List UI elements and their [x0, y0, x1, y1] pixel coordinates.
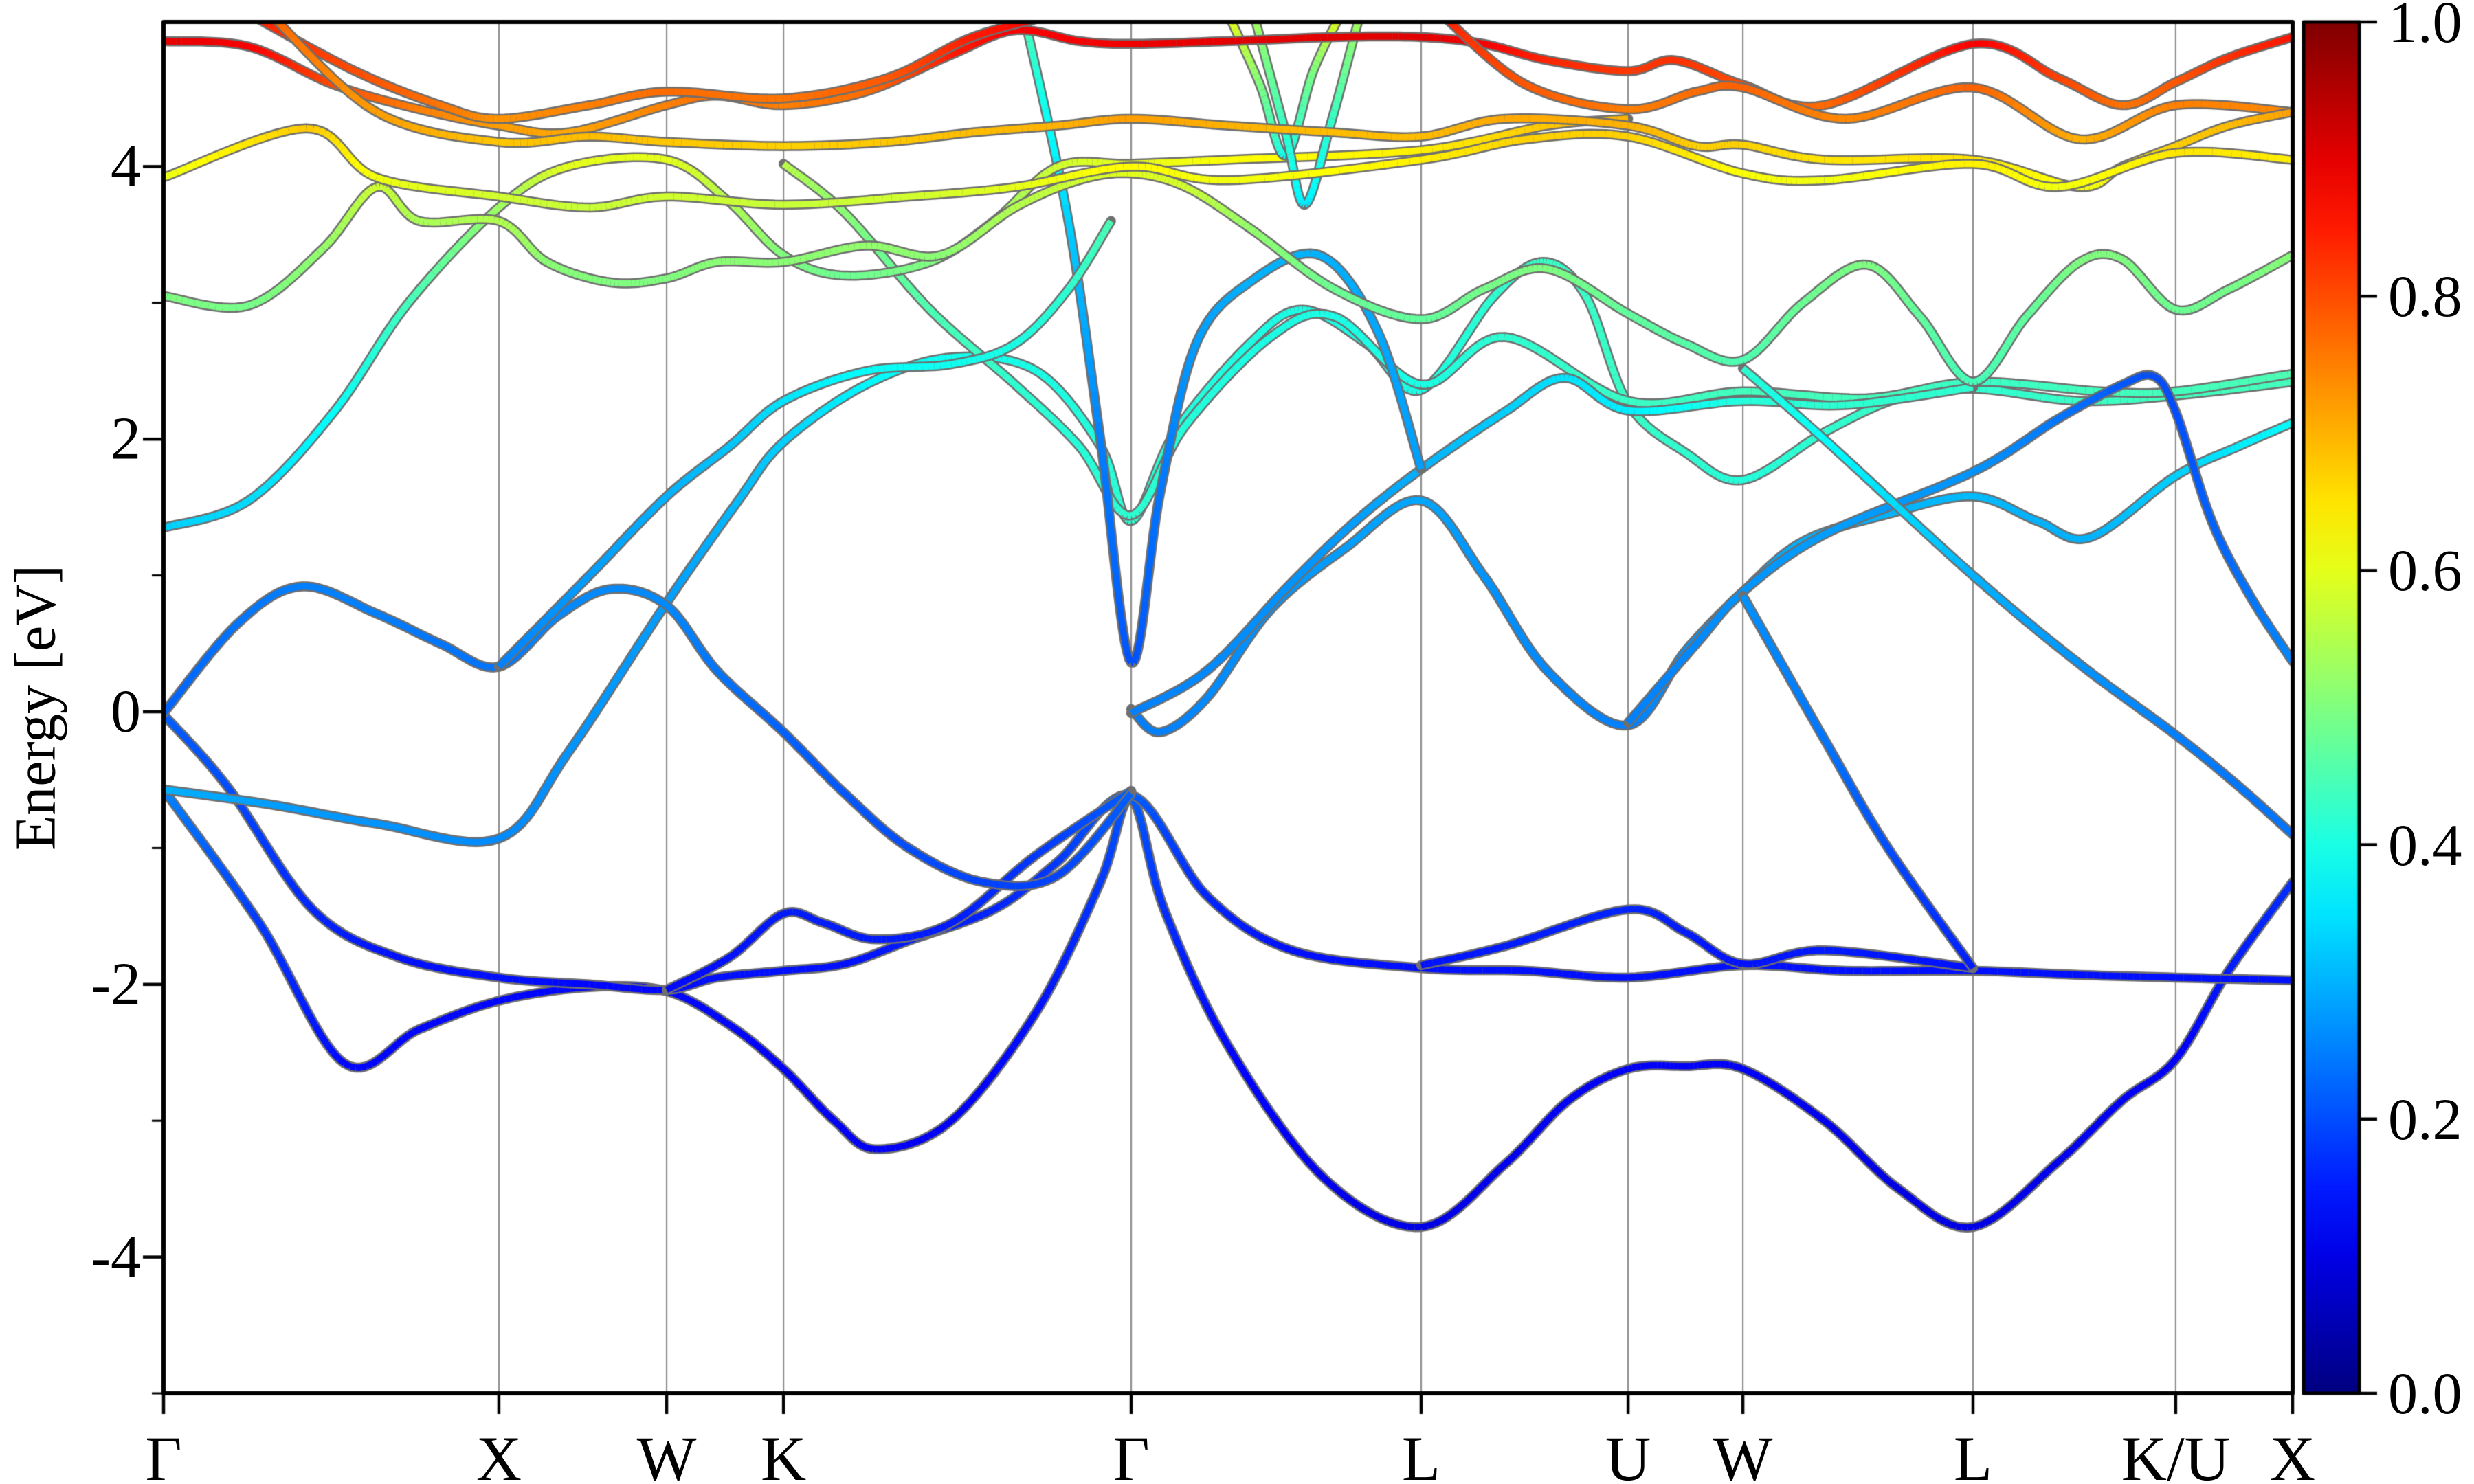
kpoint-label-3-K: K: [760, 1424, 807, 1484]
colorbar-tick-label-0.8: 0.8: [2388, 263, 2462, 330]
kpoint-label-7-W: W: [1713, 1424, 1773, 1484]
colorbar-tick-label-0.6: 0.6: [2388, 537, 2462, 604]
kpoint-label-8-L: L: [1953, 1424, 1993, 1484]
kpoint-label-9-K/U: K/U: [2121, 1424, 2231, 1484]
y-tick-label-4: 4: [111, 133, 141, 200]
kpoint-label-4-Γ: Γ: [1113, 1424, 1150, 1484]
kpoint-label-0-Γ: Γ: [145, 1424, 182, 1484]
y-tick-label--2: -2: [90, 951, 141, 1018]
kpoint-label-2-W: W: [636, 1424, 697, 1484]
kpoint-label-10-X: X: [2269, 1424, 2316, 1484]
colorbar-tick-label-0.4: 0.4: [2388, 811, 2462, 878]
kpoint-label-6-U: U: [1605, 1424, 1651, 1484]
kpoint-label-1-X: X: [476, 1424, 522, 1484]
colorbar-tick-label-0.2: 0.2: [2388, 1086, 2462, 1152]
y-tick-label-0: 0: [111, 678, 141, 745]
kpoint-label-5-L: L: [1401, 1424, 1441, 1484]
y-tick-label--4: -4: [90, 1224, 141, 1291]
colorbar-tick-label-0.0: 0.0: [2388, 1360, 2462, 1426]
y-axis-title: Energy [eV]: [3, 565, 68, 851]
y-tick-label-2: 2: [111, 405, 141, 473]
colorbar-tick-label-1.0: 1.0: [2388, 0, 2462, 55]
